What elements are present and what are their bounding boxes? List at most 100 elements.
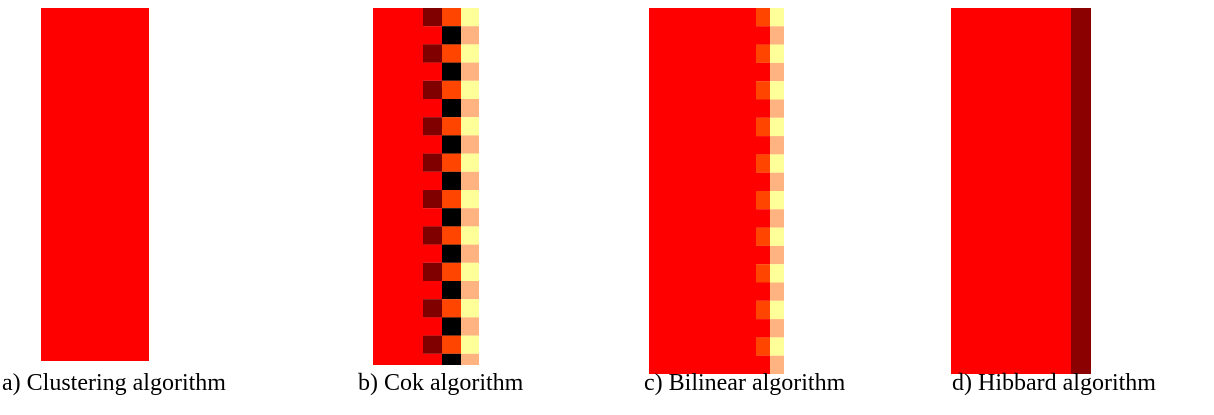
bilinear-cell (770, 300, 784, 320)
cok-cell (442, 153, 461, 172)
cok-cell (423, 353, 442, 365)
cok-cell (461, 171, 479, 190)
bilinear-cell (770, 191, 784, 210)
bilinear-cell (756, 264, 770, 283)
cok-result-image (373, 8, 479, 365)
cok-cell (461, 117, 479, 136)
bilinear-cell (756, 99, 770, 118)
bilinear-cell (756, 191, 770, 210)
bilinear-cell (770, 245, 784, 265)
bilinear-cell (756, 227, 770, 246)
bilinear-cell (770, 264, 784, 283)
bilinear-cell (756, 117, 770, 137)
cok-cell (442, 190, 461, 209)
bilinear-cell (756, 337, 770, 356)
cok-red-region (373, 8, 423, 365)
cok-cell (442, 262, 461, 281)
bilinear-cell (756, 8, 770, 27)
bilinear-cell (756, 26, 770, 45)
bilinear-cell (756, 300, 770, 320)
cok-cell (461, 8, 479, 27)
cok-cell (442, 226, 461, 245)
cok-cell (442, 299, 461, 318)
cok-cell (461, 244, 479, 263)
hibbard-result-image-red (951, 8, 1071, 374)
cok-cell (461, 281, 479, 300)
bilinear-cell (756, 209, 770, 228)
cok-cell (423, 281, 442, 300)
bilinear-cell (770, 117, 784, 137)
cok-cell (423, 226, 442, 245)
cok-cell (461, 317, 479, 336)
cok-cell (423, 8, 442, 27)
caption-cok: b) Cok algorithm (358, 370, 524, 396)
cok-cell (423, 153, 442, 172)
cok-cell (423, 335, 442, 354)
bilinear-cell (770, 319, 784, 338)
bilinear-cell (756, 44, 770, 63)
cok-cell (461, 262, 479, 281)
cok-cell (461, 135, 479, 154)
cok-cell (423, 44, 442, 63)
bilinear-cell (770, 209, 784, 228)
hibbard-result-image-edge (1071, 8, 1091, 374)
bilinear-cell (770, 81, 784, 100)
caption-clustering: a) Clustering algorithm (2, 370, 226, 396)
cok-cell (461, 353, 479, 365)
bilinear-cell (756, 62, 770, 82)
bilinear-cell (770, 172, 784, 191)
cok-cell (461, 62, 479, 81)
cok-cell (461, 190, 479, 209)
cok-cell (442, 353, 461, 365)
bilinear-red-region (649, 8, 756, 374)
bilinear-cell (770, 355, 784, 374)
clustering-result-image (41, 8, 149, 361)
bilinear-cell (770, 99, 784, 118)
bilinear-cell (770, 227, 784, 246)
bilinear-cell (770, 62, 784, 82)
cok-cell (442, 135, 461, 154)
cok-cell (442, 244, 461, 263)
bilinear-cell (756, 154, 770, 173)
bilinear-cell (770, 282, 784, 301)
cok-cell (423, 80, 442, 99)
cok-cell (423, 299, 442, 318)
cok-cell (442, 99, 461, 118)
cok-cell (442, 208, 461, 227)
cok-cell (442, 117, 461, 136)
bilinear-cell (770, 136, 784, 155)
caption-hibbard: d) Hibbard algorithm (952, 370, 1156, 396)
bilinear-cell (770, 337, 784, 356)
bilinear-cell (756, 355, 770, 374)
bilinear-cell (770, 8, 784, 27)
cok-cell (461, 26, 479, 45)
cok-cell (461, 335, 479, 354)
bilinear-result-image (649, 8, 784, 374)
cok-cell (461, 80, 479, 99)
bilinear-cell (770, 44, 784, 63)
bilinear-cell (756, 172, 770, 191)
cok-cell (423, 26, 442, 45)
bilinear-cell (756, 136, 770, 155)
bilinear-cell (756, 282, 770, 301)
cok-cell (442, 26, 461, 45)
cok-cell (423, 262, 442, 281)
cok-cell (423, 135, 442, 154)
cok-cell (423, 190, 442, 209)
cok-cell (442, 44, 461, 63)
bilinear-cell (770, 154, 784, 173)
cok-cell (423, 117, 442, 136)
cok-cell (461, 44, 479, 63)
bilinear-cell (770, 26, 784, 45)
cok-cell (442, 317, 461, 336)
cok-cell (442, 335, 461, 354)
bilinear-cell (756, 319, 770, 338)
cok-cell (461, 226, 479, 245)
caption-bilinear: c) Bilinear algorithm (644, 370, 846, 396)
cok-cell (442, 171, 461, 190)
bilinear-cell (756, 245, 770, 265)
cok-cell (423, 208, 442, 227)
cok-cell (442, 281, 461, 300)
cok-cell (461, 299, 479, 318)
cok-cell (442, 8, 461, 27)
